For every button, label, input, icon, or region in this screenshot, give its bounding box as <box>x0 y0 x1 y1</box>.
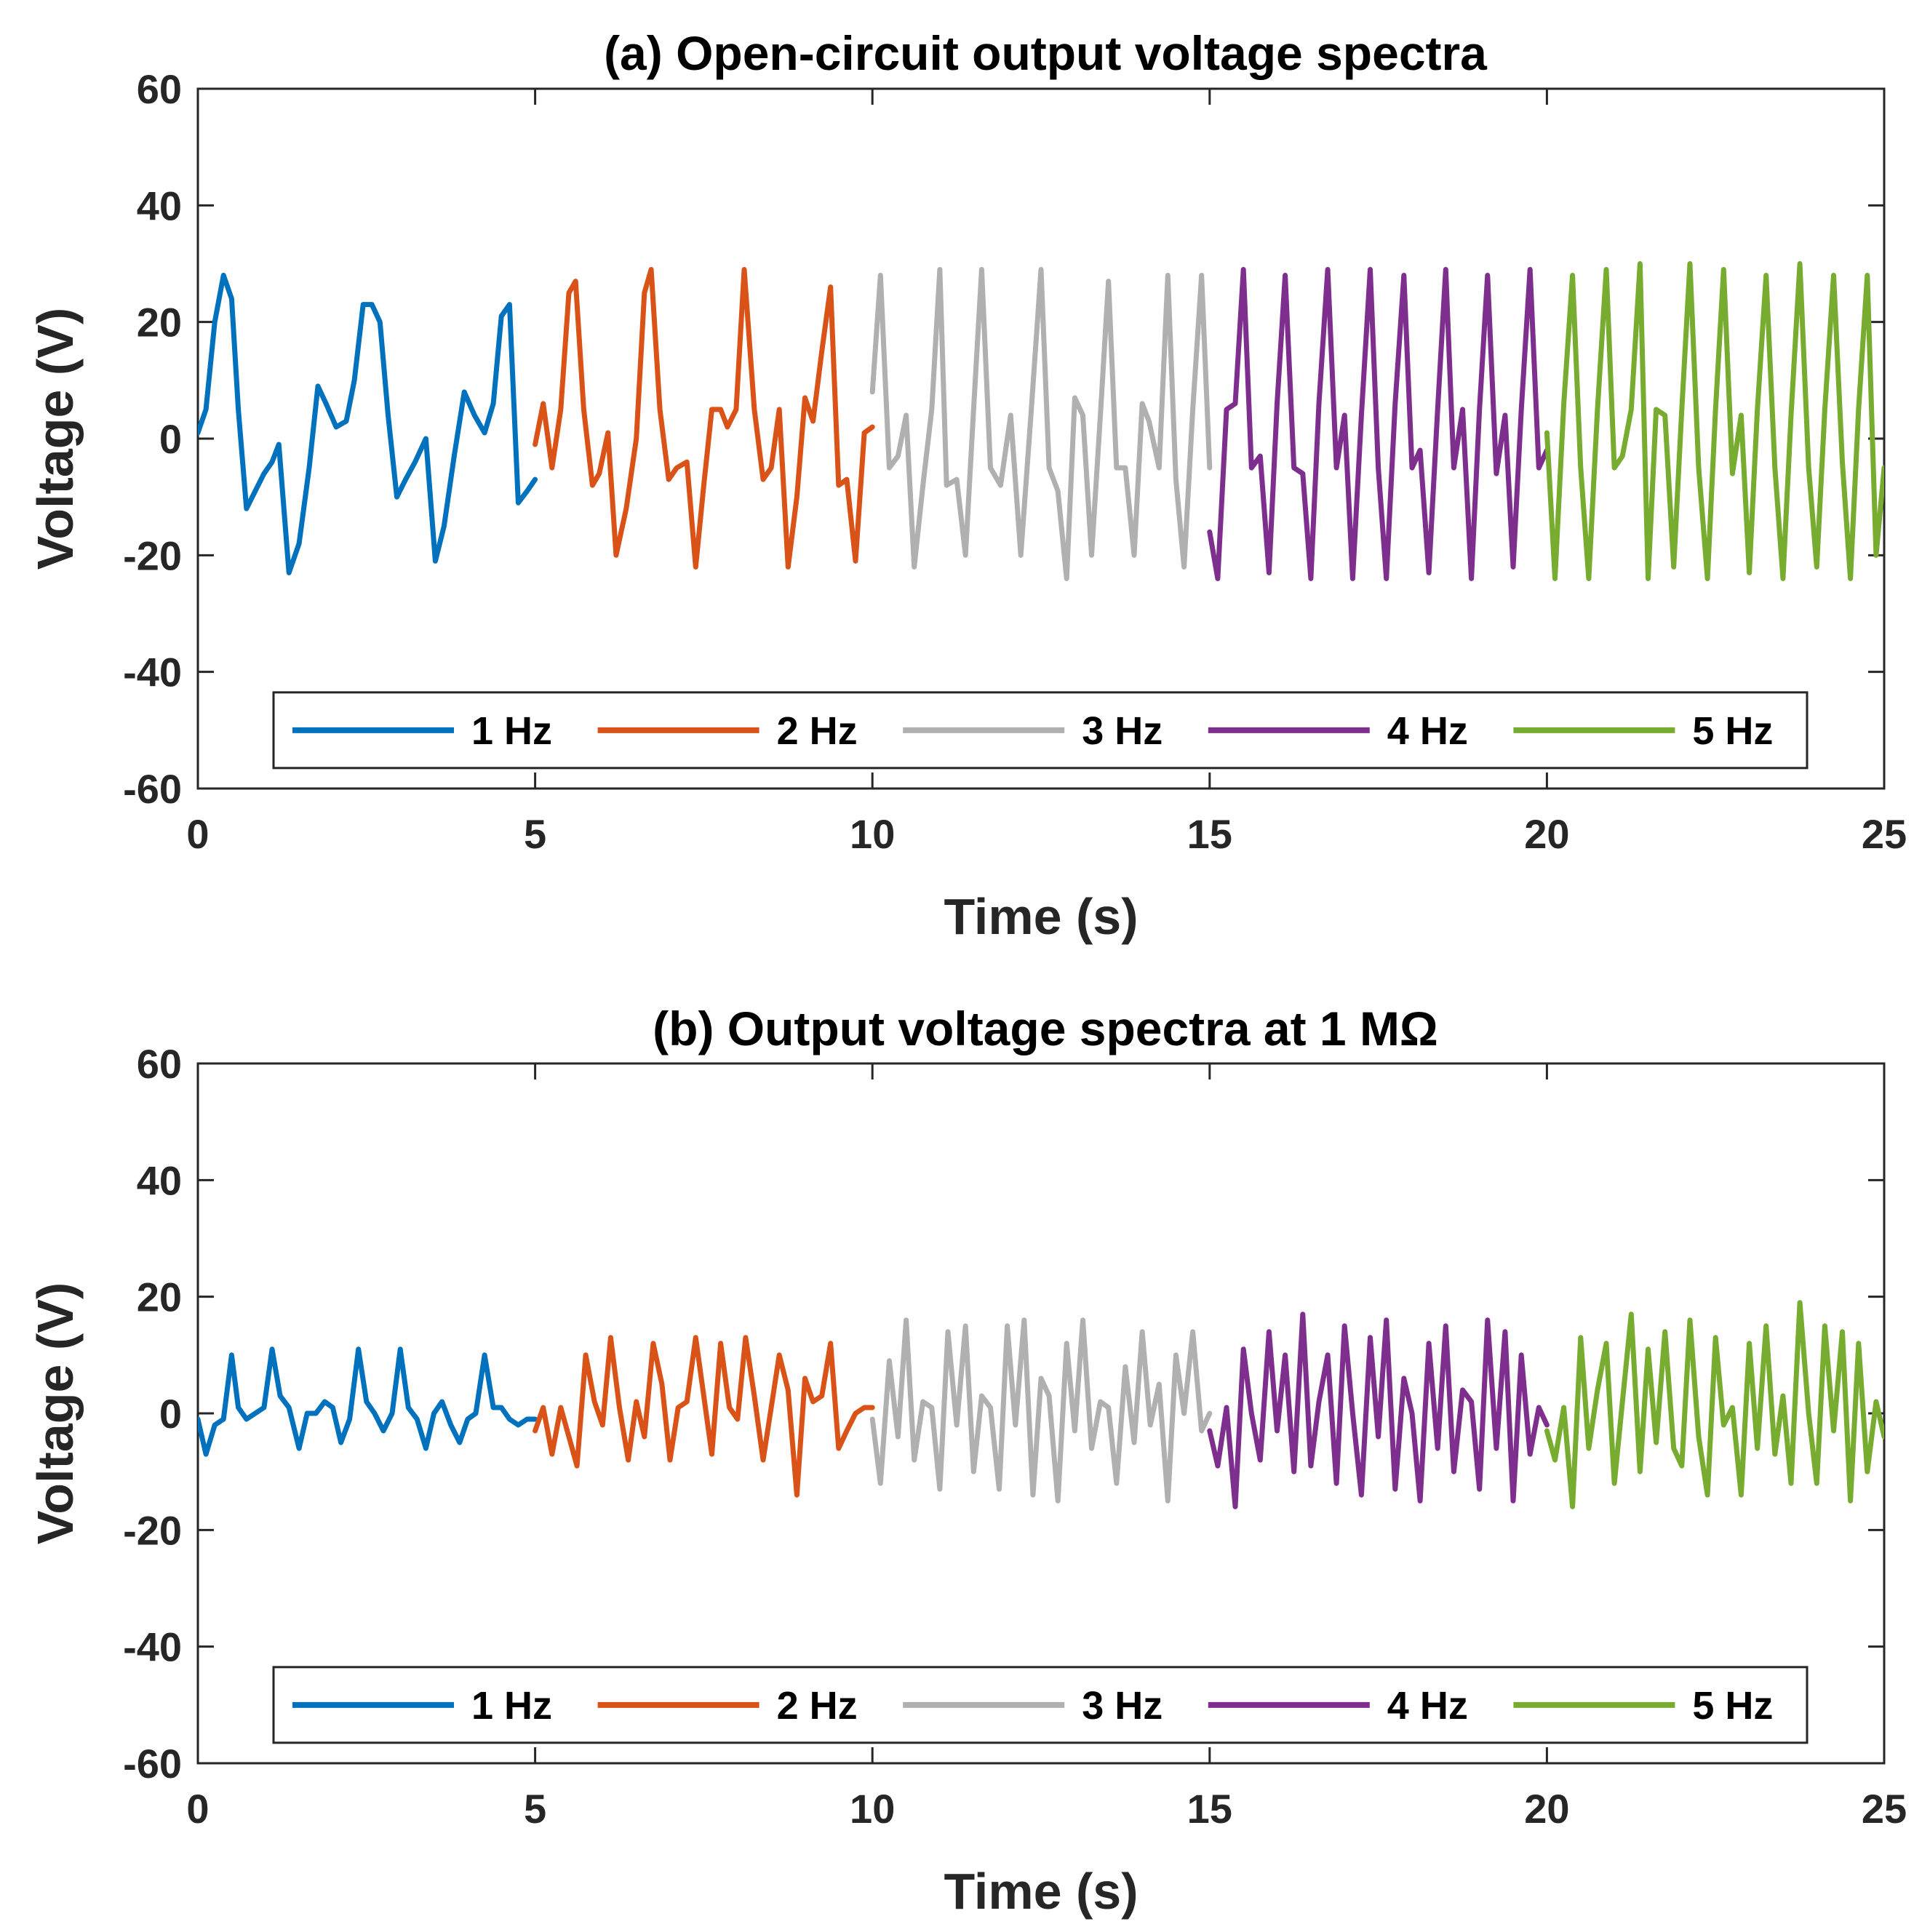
x-tick-label: 20 <box>1524 811 1569 857</box>
chart-title: (b) Output voltage spectra at 1 MΩ <box>653 1002 1438 1055</box>
y-tick-label: 20 <box>137 1274 182 1320</box>
series-line-3-hz <box>869 1317 1213 1504</box>
x-tick-label: 5 <box>524 1786 546 1832</box>
x-tick-label: 10 <box>850 1786 895 1832</box>
x-tick-label: 5 <box>524 811 546 857</box>
x-axis-label: Time (s) <box>944 888 1138 945</box>
x-tick-label: 15 <box>1187 811 1232 857</box>
x-tick-label: 0 <box>186 811 209 857</box>
series-line-4-hz <box>1207 267 1550 581</box>
legend-label: 3 Hz <box>1082 1684 1163 1728</box>
legend-label: 4 Hz <box>1387 1684 1468 1728</box>
x-tick-label: 0 <box>186 1786 209 1832</box>
y-tick-label: 60 <box>137 66 182 112</box>
y-tick-label: -60 <box>123 1741 182 1787</box>
legend-label: 1 Hz <box>471 709 552 753</box>
y-tick-label: 40 <box>137 1157 182 1203</box>
y-tick-label: 40 <box>137 183 182 228</box>
y-tick-label: -40 <box>123 1624 182 1670</box>
legend-label: 2 Hz <box>777 1684 858 1728</box>
series-line-5-hz <box>1544 1300 1884 1509</box>
y-axis-label: Voltage (V) <box>27 308 84 570</box>
plot-area <box>196 87 1886 790</box>
y-tick-label: -40 <box>123 650 182 695</box>
legend-label: 5 Hz <box>1692 709 1773 753</box>
series-line-2-hz <box>533 267 875 570</box>
chart-panel-b: (b) Output voltage spectra at 1 MΩ 0 5 10 15… <box>27 1002 1907 1920</box>
x-tick-label: 20 <box>1524 1786 1569 1832</box>
x-tick-label: 10 <box>850 811 895 857</box>
series-line-5-hz <box>1544 261 1884 581</box>
x-tick-label: 25 <box>1862 811 1907 857</box>
y-tick-label: 0 <box>159 416 182 462</box>
x-tick-label: 15 <box>1187 1786 1232 1832</box>
series-line-4-hz <box>1207 1312 1550 1509</box>
y-tick-label: 0 <box>159 1391 182 1437</box>
y-tick-label: -20 <box>123 1507 182 1553</box>
chart-panel-a: (a) Open-circuit output voltage spectra 0… <box>27 26 1907 945</box>
series-line-1-hz <box>198 273 538 575</box>
y-tick-label: 20 <box>137 300 182 346</box>
x-axis-label: Time (s) <box>944 1863 1138 1920</box>
x-tick-label: 25 <box>1862 1786 1907 1832</box>
legend-label: 4 Hz <box>1387 709 1468 753</box>
y-tick-label: -60 <box>123 766 182 812</box>
y-tick-label: 60 <box>137 1041 182 1087</box>
legend-label: 2 Hz <box>777 709 858 753</box>
series-line-1-hz <box>198 1346 538 1457</box>
chart-title: (a) Open-circuit output voltage spectra <box>604 26 1488 80</box>
series-line-2-hz <box>533 1335 875 1498</box>
y-tick-label: -20 <box>123 532 182 578</box>
y-axis-label: Voltage (V) <box>27 1282 84 1544</box>
series-line-3-hz <box>869 267 1213 581</box>
legend-label: 5 Hz <box>1692 1684 1773 1728</box>
legend-label: 3 Hz <box>1082 709 1163 753</box>
legend-label: 1 Hz <box>471 1684 552 1728</box>
